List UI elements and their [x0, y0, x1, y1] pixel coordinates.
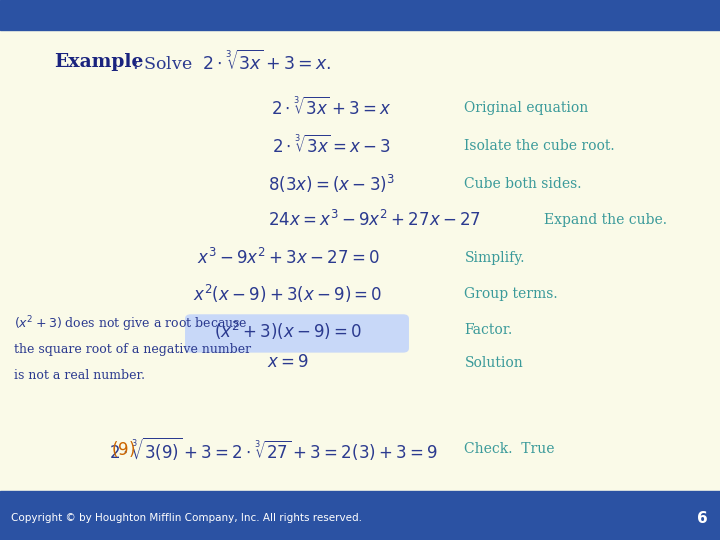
Text: $x^2(x-9) + 3(x-9) = 0$: $x^2(x-9) + 3(x-9) = 0$ — [193, 284, 383, 305]
Text: Example: Example — [54, 53, 143, 71]
Text: Expand the cube.: Expand the cube. — [544, 213, 667, 227]
Text: is not a real number.: is not a real number. — [14, 369, 145, 382]
Text: $8(3x) = (x-3)^3$: $8(3x) = (x-3)^3$ — [268, 173, 395, 194]
Text: $2 \cdot \sqrt[3]{3(9)} + 3 = 2 \cdot \sqrt[3]{27} + 3 = 2(3) + 3 = 9$: $2 \cdot \sqrt[3]{3(9)} + 3 = 2 \cdot \s… — [109, 436, 438, 463]
Text: Factor.: Factor. — [464, 323, 513, 338]
Text: $x^3 - 9x^2 + 3x - 27 = 0$: $x^3 - 9x^2 + 3x - 27 = 0$ — [197, 248, 379, 268]
Text: $(x^2 + 3)$ does not give a root because: $(x^2 + 3)$ does not give a root because — [14, 314, 248, 334]
Text: Copyright © by Houghton Mifflin Company, Inc. All rights reserved.: Copyright © by Houghton Mifflin Company,… — [11, 513, 362, 523]
Text: Check.  True: Check. True — [464, 442, 555, 456]
Text: $x = 9$: $x = 9$ — [267, 354, 309, 372]
Text: Cube both sides.: Cube both sides. — [464, 177, 582, 191]
Text: 6: 6 — [697, 511, 708, 525]
FancyBboxPatch shape — [185, 314, 409, 353]
Text: $(x^2 + 3)(x - 9) = 0$: $(x^2 + 3)(x - 9) = 0$ — [214, 320, 362, 341]
Text: $24x = x^3 - 9x^2 + 27x - 27$: $24x = x^3 - 9x^2 + 27x - 27$ — [268, 210, 481, 231]
Text: $(9)$: $(9)$ — [111, 439, 135, 460]
Text: Isolate the cube root.: Isolate the cube root. — [464, 139, 615, 153]
Text: $2 \cdot \sqrt[3]{3x} + 3 = x$: $2 \cdot \sqrt[3]{3x} + 3 = x$ — [271, 97, 392, 119]
Text: Group terms.: Group terms. — [464, 287, 558, 301]
Bar — [0, 491, 720, 540]
Text: Solution: Solution — [464, 356, 523, 370]
Text: $2 \cdot \sqrt[3]{3x} = x - 3$: $2 \cdot \sqrt[3]{3x} = x - 3$ — [271, 135, 391, 157]
Text: the square root of a negative number: the square root of a negative number — [14, 343, 251, 356]
Bar — [0, 0, 720, 30]
Text: Simplify.: Simplify. — [464, 251, 525, 265]
Text: Original equation: Original equation — [464, 101, 589, 115]
Text: : Solve  $2 \cdot \sqrt[3]{3x} + 3 = x.$: : Solve $2 \cdot \sqrt[3]{3x} + 3 = x.$ — [132, 50, 331, 74]
